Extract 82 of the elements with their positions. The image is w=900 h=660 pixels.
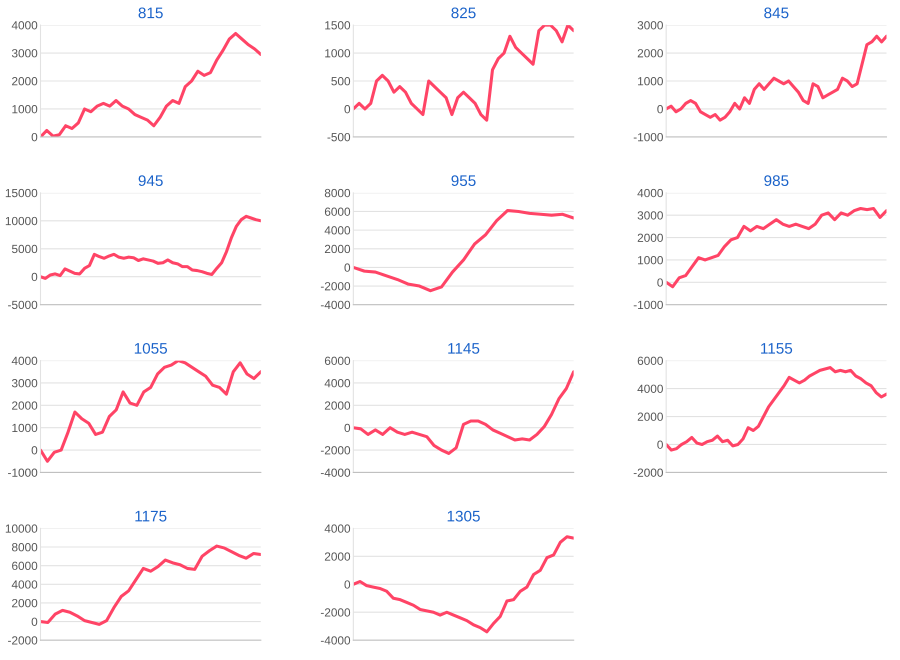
y-tick-label: 4000 [12,580,38,589]
chart-title: 1055 [134,342,168,354]
y-tick-label: 10000 [6,216,38,226]
y-tick-label: 0 [657,440,663,449]
y-tick-label: 3000 [12,379,38,388]
y-tick-label: 2000 [12,77,38,86]
y-tick-label: -4000 [320,300,350,310]
y-tick-label: 15000 [6,188,38,198]
y-tick-label: -1000 [634,132,663,142]
y-tick-label: 8000 [324,188,350,198]
line-series [353,370,574,455]
y-tick-label: 6000 [638,356,663,365]
line-series [666,34,886,122]
chart-title: 1305 [448,510,480,522]
y-tick-label: 1000 [638,77,663,86]
line-series [353,535,574,634]
y-tick-label: 1000 [12,424,38,432]
y-tick-label: 2000 [324,244,350,254]
y-tick-label: 4000 [12,21,38,30]
chart-title: 1175 [135,510,166,522]
line-series [666,366,886,452]
chart-title: 945 [138,175,163,186]
y-tick-label: 0 [657,104,663,114]
y-tick-label: 1000 [638,256,663,264]
y-tick-label: 10000 [6,524,38,533]
chart-title: 955 [451,175,476,186]
chart-title: 985 [764,175,788,186]
y-tick-label: 2000 [638,234,663,242]
y-tick-label: -2000 [634,468,663,477]
y-tick-label: 2000 [638,49,663,58]
y-tick-label: -2000 [8,636,38,645]
y-tick-label: 6000 [324,208,350,216]
y-tick-label: 2000 [324,401,350,410]
line-series [353,209,574,292]
line-series [40,32,261,137]
chart-title: 845 [764,7,788,18]
y-tick-label: 2000 [12,598,38,608]
y-tick-label: 1000 [325,49,350,58]
y-tick-label: 0 [32,132,38,142]
y-tick-label: 2000 [638,412,663,421]
chart-title: 1155 [761,343,792,354]
y-tick-label: -1000 [8,468,38,477]
y-tick-label: 6000 [12,562,38,570]
y-tick-label: -2000 [320,446,350,454]
y-tick-label: -4000 [320,468,350,477]
line-series [40,214,261,280]
y-tick-label: 0 [32,446,38,454]
chart-title: 1145 [448,343,480,354]
y-tick-label: 0 [32,272,38,282]
y-tick-label: 4000 [324,524,350,533]
y-tick-label: 0 [344,424,350,432]
y-tick-label: 2000 [324,552,350,561]
line-series [666,206,886,288]
y-tick-label: 4000 [12,356,38,365]
y-tick-label: -2000 [320,608,350,617]
line-series [40,544,261,626]
y-tick-label: 0 [344,263,350,272]
y-tick-label: 3000 [12,49,38,58]
y-tick-label: 2000 [12,401,38,410]
y-tick-label: 4000 [324,226,350,235]
y-tick-label: 3000 [638,211,663,220]
y-tick-label: 500 [331,77,350,86]
y-tick-label: -500 [327,132,350,142]
y-tick-label: -5000 [8,300,38,310]
y-tick-label: 8000 [12,543,38,552]
y-tick-label: -2000 [320,282,350,290]
y-tick-label: 0 [344,104,350,114]
y-tick-label: 0 [32,618,38,626]
y-tick-label: -1000 [634,300,663,310]
y-tick-label: 0 [344,580,350,589]
y-tick-label: 4000 [324,379,350,388]
y-tick-label: 1500 [325,21,350,30]
y-tick-label: 6000 [324,356,350,365]
chart-title: 815 [138,7,163,18]
y-tick-label: 4000 [637,188,663,198]
y-tick-label: 1000 [12,104,38,114]
y-tick-label: -4000 [320,636,350,645]
y-tick-label: 4000 [637,384,663,393]
y-tick-label: 3000 [638,21,663,30]
y-tick-label: 5000 [12,244,38,254]
chart-title: 825 [451,7,476,18]
y-tick-label: 0 [657,278,663,287]
